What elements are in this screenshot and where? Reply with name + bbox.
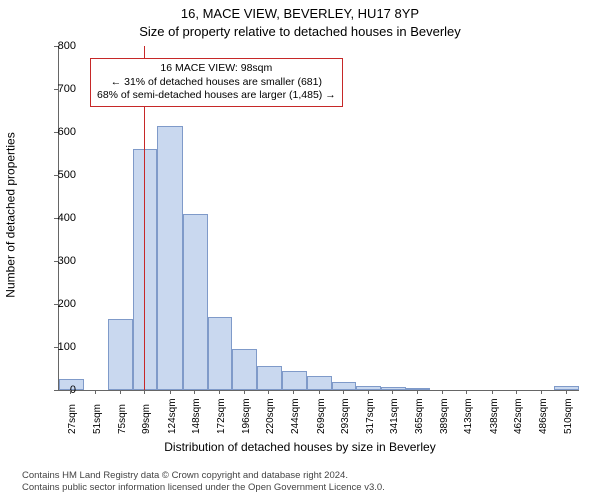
chart-container: 16, MACE VIEW, BEVERLEY, HU17 8YP Size o… (0, 0, 600, 500)
x-tick-mark (194, 390, 195, 394)
y-tick-mark (54, 347, 58, 348)
y-tick-label: 100 (58, 341, 76, 353)
x-tick-mark (442, 390, 443, 394)
histogram-bar (332, 382, 357, 390)
y-tick-mark (54, 132, 58, 133)
y-tick-mark (54, 390, 58, 391)
x-tick-label: 27sqm (67, 404, 78, 434)
histogram-bar (307, 376, 332, 390)
x-tick-label: 293sqm (340, 398, 351, 434)
x-tick-label: 486sqm (538, 398, 549, 434)
legend-line-2: ← 31% of detached houses are smaller (68… (97, 76, 336, 90)
y-tick-label: 500 (58, 169, 76, 181)
x-tick-mark (293, 390, 294, 394)
y-tick-mark (54, 175, 58, 176)
chart-title-description: Size of property relative to detached ho… (0, 24, 600, 39)
x-tick-label: 196sqm (241, 398, 252, 434)
x-axis-label: Distribution of detached houses by size … (0, 440, 600, 454)
y-tick-mark (54, 89, 58, 90)
x-tick-label: 510sqm (563, 398, 574, 434)
x-tick-mark (319, 390, 320, 394)
y-tick-label: 400 (58, 212, 76, 224)
x-tick-mark (268, 390, 269, 394)
y-tick-mark (54, 46, 58, 47)
x-tick-mark (492, 390, 493, 394)
x-tick-mark (417, 390, 418, 394)
x-tick-mark (120, 390, 121, 394)
histogram-bar (381, 387, 406, 390)
x-tick-label: 51sqm (92, 404, 103, 434)
histogram-bar (108, 319, 133, 390)
x-tick-mark (392, 390, 393, 394)
x-tick-label: 438sqm (489, 398, 500, 434)
x-tick-label: 317sqm (365, 398, 376, 434)
x-tick-mark (466, 390, 467, 394)
x-tick-mark (95, 390, 96, 394)
x-tick-label: 244sqm (290, 398, 301, 434)
x-tick-mark (70, 390, 71, 394)
y-tick-mark (54, 304, 58, 305)
x-tick-label: 269sqm (316, 398, 327, 434)
histogram-bar (208, 317, 233, 390)
footer-line-1: Contains HM Land Registry data © Crown c… (22, 470, 385, 482)
y-tick-label: 700 (58, 83, 76, 95)
y-tick-label: 300 (58, 255, 76, 267)
marker-legend: 16 MACE VIEW: 98sqm ← 31% of detached ho… (90, 58, 343, 107)
x-tick-mark (566, 390, 567, 394)
x-tick-mark (516, 390, 517, 394)
histogram-bar (157, 126, 183, 390)
y-tick-label: 800 (58, 40, 76, 52)
y-tick-label: 200 (58, 298, 76, 310)
x-tick-mark (541, 390, 542, 394)
x-tick-label: 365sqm (414, 398, 425, 434)
chart-title-address: 16, MACE VIEW, BEVERLEY, HU17 8YP (0, 6, 600, 21)
y-axis-label: Number of detached properties (4, 0, 18, 430)
y-tick-mark (54, 218, 58, 219)
histogram-bar (232, 349, 257, 390)
legend-line-1: 16 MACE VIEW: 98sqm (97, 62, 336, 76)
x-tick-mark (144, 390, 145, 394)
footer-line-2: Contains public sector information licen… (22, 482, 385, 494)
y-tick-mark (54, 261, 58, 262)
x-tick-mark (343, 390, 344, 394)
x-tick-label: 75sqm (117, 404, 128, 434)
x-tick-mark (244, 390, 245, 394)
x-tick-mark (219, 390, 220, 394)
x-tick-label: 172sqm (216, 398, 227, 434)
x-tick-label: 389sqm (439, 398, 450, 434)
histogram-bar (257, 366, 282, 390)
x-tick-mark (170, 390, 171, 394)
x-tick-label: 413sqm (463, 398, 474, 434)
x-tick-label: 462sqm (513, 398, 524, 434)
histogram-bar (133, 149, 158, 390)
histogram-bar (183, 214, 208, 390)
x-tick-label: 148sqm (191, 398, 202, 434)
y-tick-label: 600 (58, 126, 76, 138)
x-tick-mark (368, 390, 369, 394)
histogram-bar (282, 371, 308, 390)
x-tick-label: 341sqm (389, 398, 400, 434)
footer-attribution: Contains HM Land Registry data © Crown c… (22, 470, 385, 494)
legend-line-3: 68% of semi-detached houses are larger (… (97, 89, 336, 103)
x-tick-label: 99sqm (141, 404, 152, 434)
x-tick-label: 220sqm (265, 398, 276, 434)
x-tick-label: 124sqm (167, 398, 178, 434)
